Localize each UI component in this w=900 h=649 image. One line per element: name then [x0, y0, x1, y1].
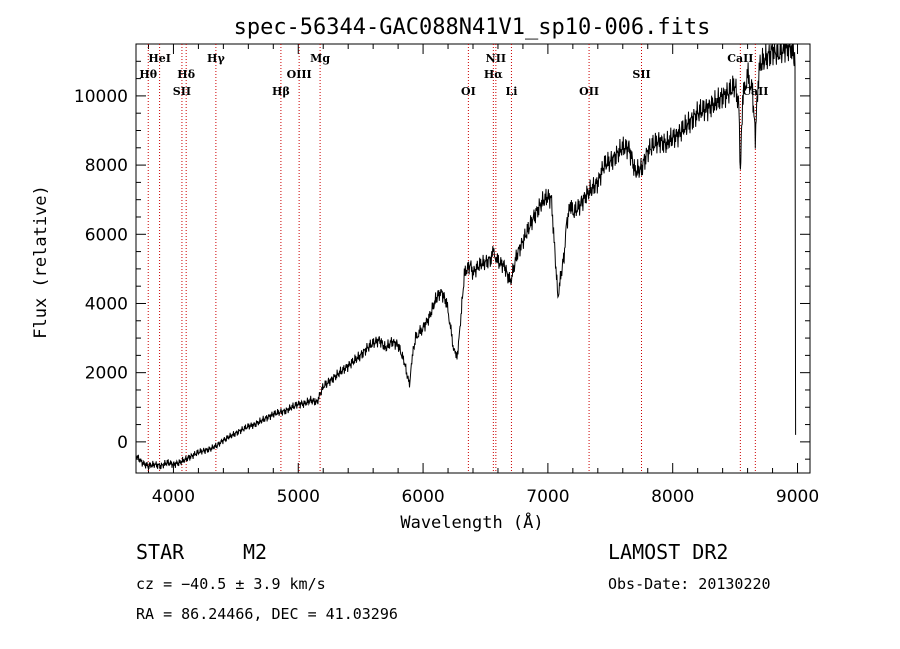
- spectral-line-label: NII: [486, 52, 506, 65]
- y-tick-label: 10000: [74, 87, 128, 107]
- spectral-line-label: Li: [505, 85, 517, 98]
- y-axis-tick-labels: 0 2000 4000 6000 8000 10000: [74, 87, 128, 453]
- spectral-line-label: HeI: [148, 52, 171, 65]
- spectral-line-label: Mg: [310, 52, 330, 65]
- spectral-line-label: Hδ: [177, 68, 195, 81]
- spectral-line-markers: [147, 44, 756, 473]
- x-tick-label: 9000: [776, 487, 819, 507]
- major-ticks: [136, 44, 810, 473]
- y-tick-label: 8000: [85, 156, 128, 176]
- spectral-line-label: CaII: [742, 85, 768, 98]
- x-tick-label: 6000: [401, 487, 444, 507]
- observation-date: Obs-Date: 20130220: [608, 575, 771, 593]
- spectral-line-label: Hθ: [139, 68, 157, 81]
- y-tick-label: 4000: [85, 294, 128, 314]
- x-axis-tick-labels: 4000 5000 6000 7000 8000 9000: [152, 487, 819, 507]
- y-axis-label: Flux (relative): [31, 185, 51, 339]
- spectral-line-label: OII: [579, 85, 599, 98]
- y-tick-label: 6000: [85, 225, 128, 245]
- x-axis-label: Wavelength (Å): [400, 511, 543, 533]
- chart-title: spec-56344-GAC088N41V1_sp10-006.fits: [234, 15, 711, 40]
- x-tick-label: 4000: [152, 487, 195, 507]
- spectrum-info: STAR M2 cz = −40.5 ± 3.9 km/s RA = 86.24…: [136, 540, 771, 623]
- spectral-line-label: OI: [461, 85, 476, 98]
- spectral-line-label: Hγ: [207, 52, 225, 65]
- object-subclass: M2: [243, 540, 267, 564]
- spectral-line-label: Hα: [484, 68, 503, 81]
- object-class: STAR: [136, 540, 185, 564]
- x-tick-label: 7000: [526, 487, 569, 507]
- spectral-line-label: SII: [173, 85, 191, 98]
- coordinates: RA = 86.24466, DEC = 41.03296: [136, 605, 398, 623]
- spectral-line-label: CaII: [727, 52, 753, 65]
- y-tick-label: 2000: [85, 364, 128, 384]
- x-tick-label: 5000: [277, 487, 320, 507]
- y-tick-label: 0: [117, 433, 128, 453]
- spectral-line-label: OIII: [287, 68, 312, 81]
- x-tick-label: 8000: [651, 487, 694, 507]
- minor-ticks: [136, 43, 810, 473]
- spectral-line-label: Hβ: [272, 85, 290, 98]
- spectral-line-label: SII: [632, 68, 650, 81]
- redshift-value: cz = −40.5 ± 3.9 km/s: [136, 575, 326, 593]
- flux-series-line: [135, 43, 797, 470]
- survey-name: LAMOST DR2: [608, 540, 728, 564]
